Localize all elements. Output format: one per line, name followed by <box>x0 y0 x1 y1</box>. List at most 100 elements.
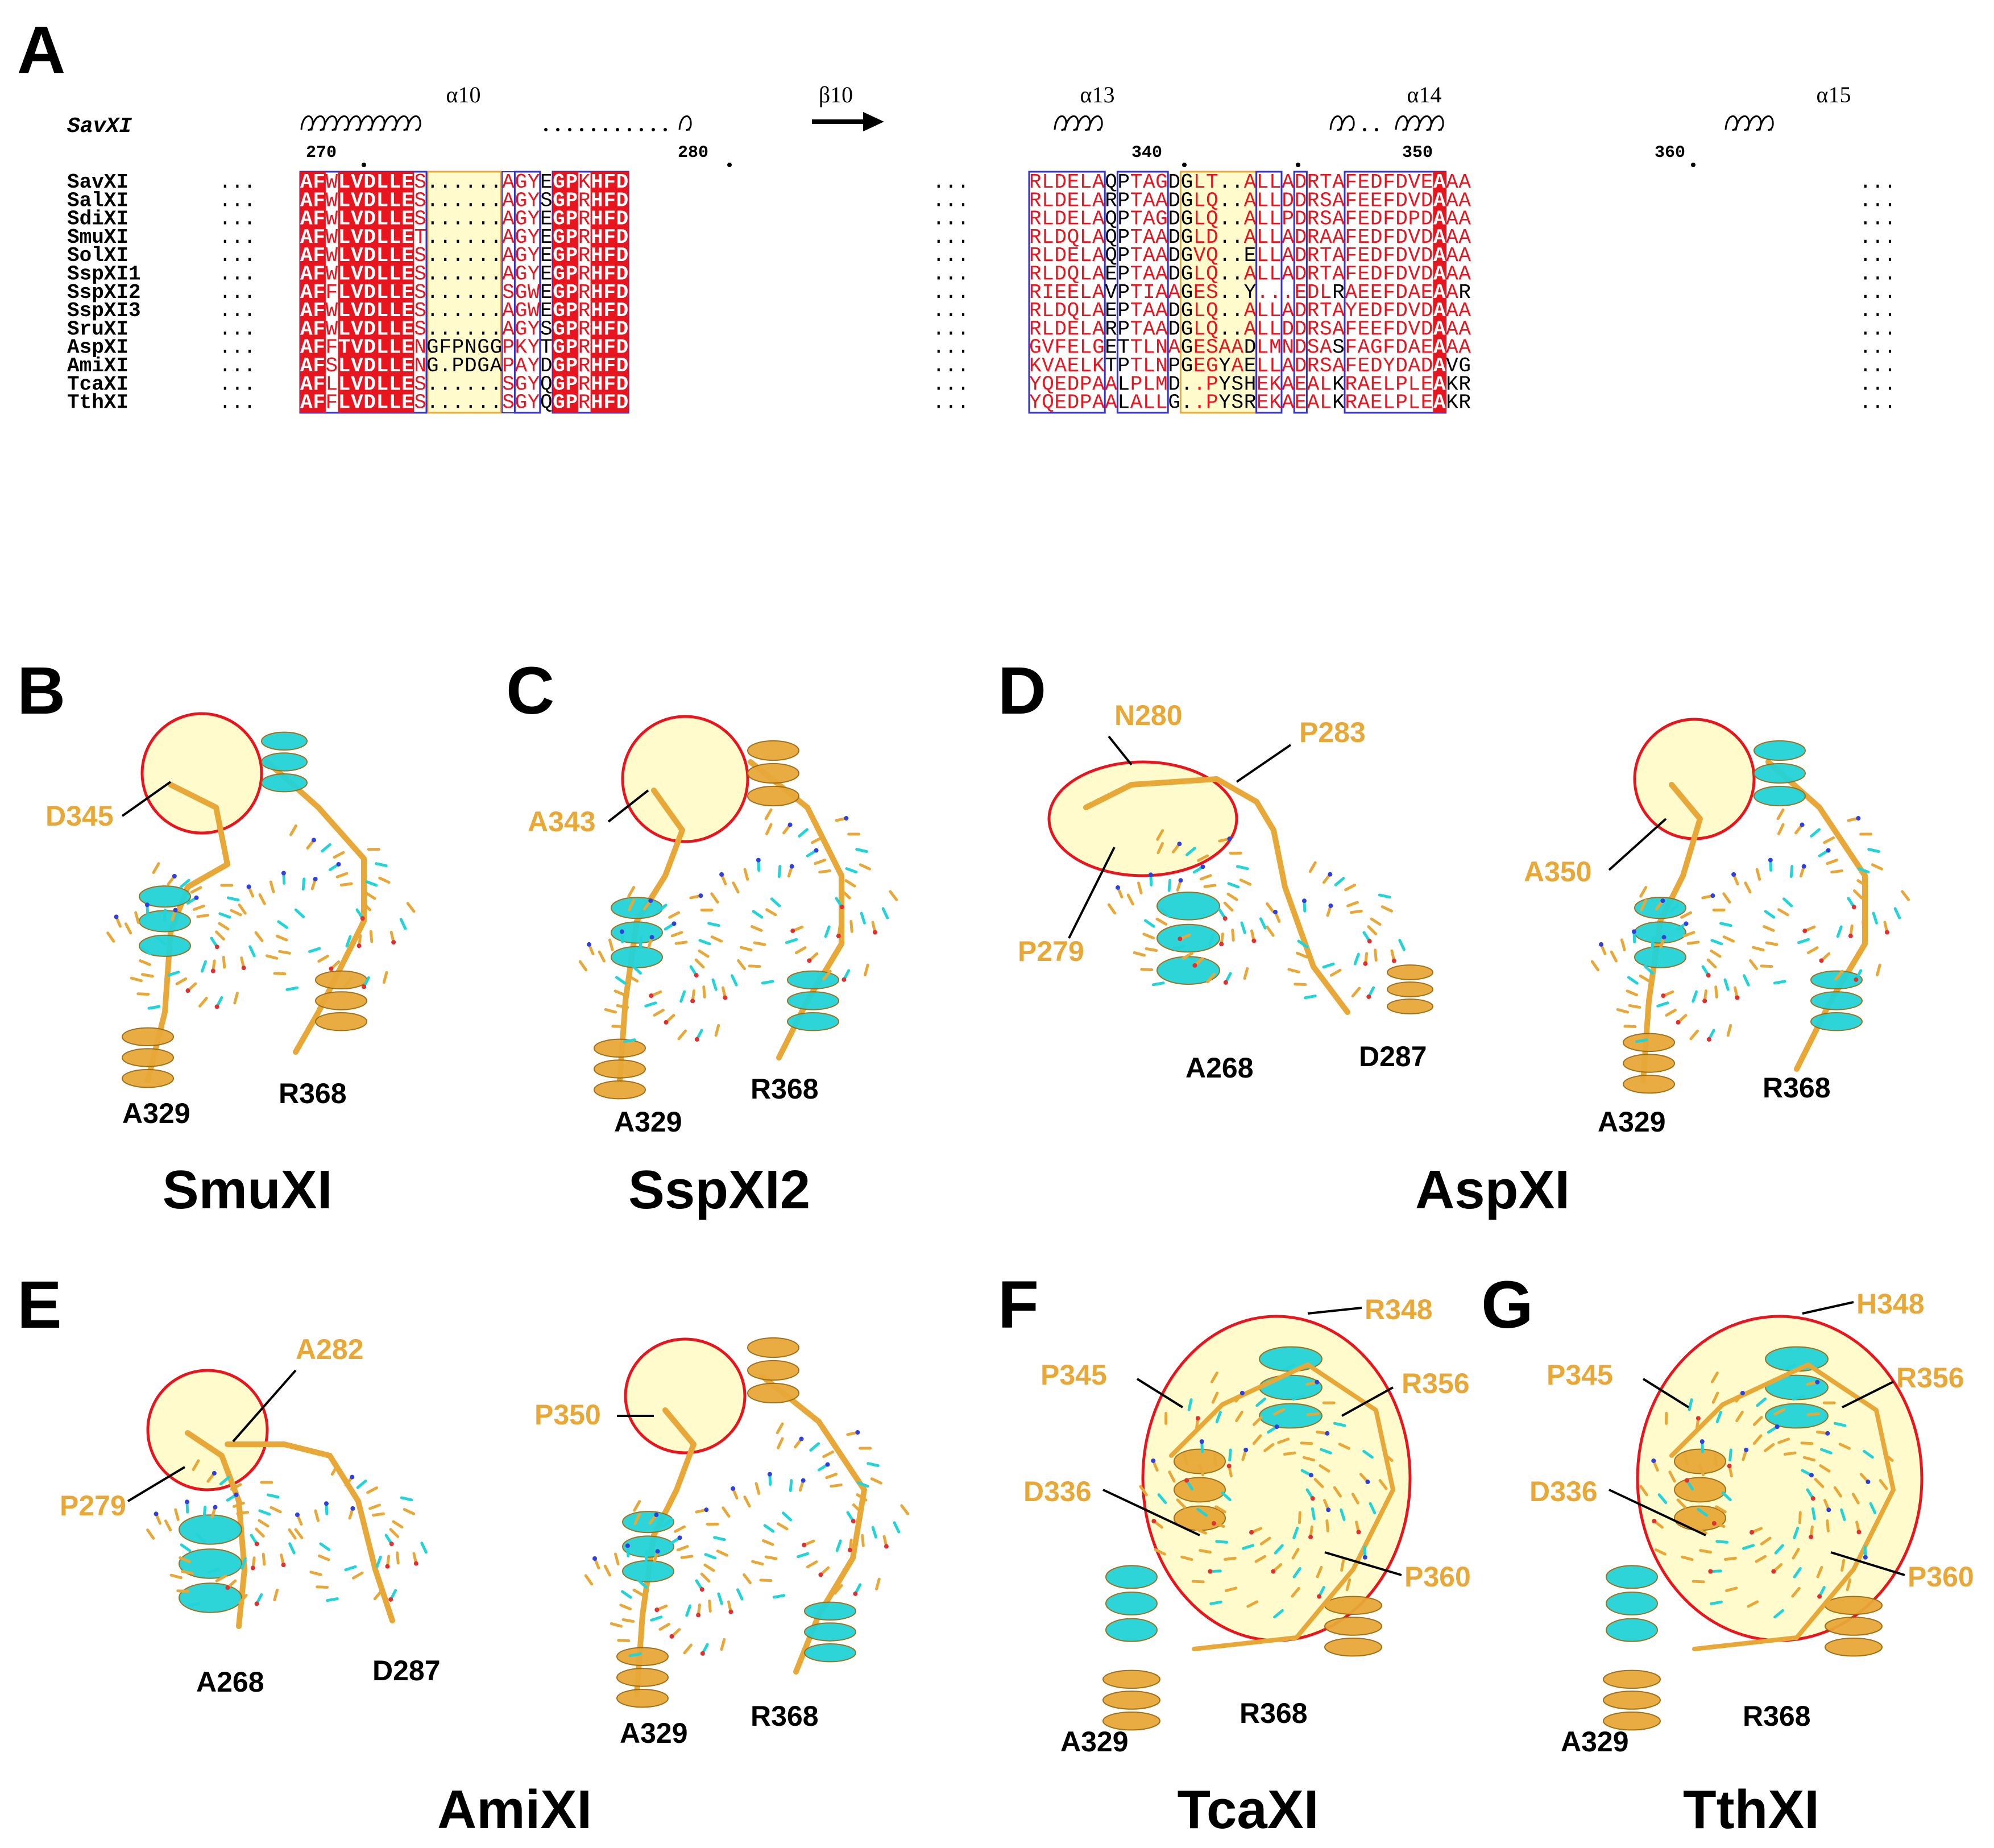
b-sidechains-left-bond <box>130 976 143 983</box>
d-sidechains-right-a-bond <box>1626 989 1639 997</box>
f-sidechains-bond <box>1302 1456 1316 1462</box>
e-helix-2-turn <box>747 1360 799 1381</box>
d-sidechains-right-a-bond <box>1749 959 1759 971</box>
f-sidechains-bond <box>1273 1609 1284 1619</box>
f-helix-3 <box>1105 1565 1158 1642</box>
d-label-n280: N280 <box>1114 699 1183 731</box>
e-sidechains-right-a-atom <box>704 1507 709 1513</box>
e-sidechains-right-a-bond <box>717 1592 723 1605</box>
d-helix-2 <box>1387 964 1433 1014</box>
d-label-p279: P279 <box>1018 935 1084 967</box>
d-sidechains-right-b-bond <box>1826 858 1839 865</box>
d-sidechains-right-a-atom <box>1661 993 1666 998</box>
segment-4: RLDELAQPTAGDGLQ..ALLPDRSAFEDFDPDAAA <box>1029 208 1471 231</box>
d-sidechains-right-b <box>1722 808 1910 985</box>
g-sidechains-bond <box>1819 1464 1831 1473</box>
f-sidechains-bond <box>1198 1464 1205 1477</box>
gap-dots-a10-dot <box>580 128 583 131</box>
segment-2: ...... <box>426 226 502 249</box>
f-sidechains-bond <box>1199 1549 1212 1554</box>
d-sidechains-mid-bond <box>1346 901 1359 908</box>
g-sidechains-bond <box>1710 1600 1723 1605</box>
f-helix-4 <box>1102 1669 1160 1731</box>
e-sidechains-right-a-bond <box>708 1600 712 1613</box>
b-helix-3-turn <box>261 773 308 793</box>
f-sidechains-bond <box>1176 1498 1187 1509</box>
ellipsis-left: ... <box>219 263 256 286</box>
block-seg4c <box>1255 171 1283 414</box>
b-sidechains-left-bond <box>134 911 140 924</box>
g-label-p360: P360 <box>1908 1561 1974 1593</box>
f-leader-r356 <box>1341 1386 1394 1417</box>
f-sidechains-bond <box>1277 1437 1290 1444</box>
ellipsis-left: ... <box>219 336 256 359</box>
f-sidechains-bond <box>1369 1502 1377 1515</box>
segment-2: ...... <box>426 208 502 231</box>
e-helix-5-turn <box>804 1601 856 1621</box>
gap-dots-a10-dot <box>592 128 595 131</box>
segment-3: SGWEGPRHFD <box>502 281 628 304</box>
c-sidechains-right-bond <box>753 941 766 946</box>
conserved-col <box>590 172 604 413</box>
c-sidechains-left-bond <box>627 886 636 898</box>
d-helix-1-turn <box>1156 923 1220 953</box>
f-sidechains-atom <box>1310 1496 1315 1501</box>
e-sidechains-mid-atom <box>350 1474 355 1480</box>
f-helix-3-turn <box>1105 1618 1158 1642</box>
b-sidechains-right-bond <box>335 872 349 879</box>
d-sidechains-mid-atom <box>1328 903 1333 908</box>
g-leader-p345 <box>1642 1378 1690 1408</box>
d-sidechains-left-bond <box>1167 879 1172 892</box>
e-label-a329: A329 <box>620 1717 688 1749</box>
d-sidechains-left-bond <box>1133 951 1146 957</box>
c-helix-4-turn <box>787 991 839 1010</box>
b-helix-4 <box>315 970 367 1031</box>
sequence-name: TcaXI <box>67 372 128 396</box>
ellipsis-mid: ... <box>932 336 969 359</box>
b-sidechains-left-bond <box>140 973 154 978</box>
alignment-row: SalXI...... ...AFWLVDLLES...... AGYSGPRHFD… <box>67 189 1896 212</box>
d-backbone-right-b <box>1765 759 1868 1072</box>
e-sidechains-mid-bond <box>403 1508 416 1515</box>
e-helix-2 <box>747 1337 799 1404</box>
g-helix-2 <box>1674 1448 1726 1531</box>
tick-350: 350 <box>1402 143 1433 163</box>
c-sidechains-right-atom <box>787 822 793 827</box>
c-sidechains-right-atom <box>844 816 849 821</box>
d-helix-2-turn <box>1387 998 1433 1014</box>
g-sidechains-bond <box>1742 1544 1755 1550</box>
d-sidechains-right-a-atom <box>1599 942 1604 947</box>
f-sidechains-bond <box>1252 1434 1262 1445</box>
e-sidechains-left-bond <box>192 1459 200 1471</box>
gap-dots-a10-dot <box>664 128 667 131</box>
b-sidechains-left-bond <box>200 960 208 973</box>
e-sidechains-right-b-atom <box>853 1591 858 1596</box>
c-sidechains-left-bond <box>631 964 642 975</box>
g-sidechains-bond <box>1676 1498 1687 1509</box>
conserved-col <box>1433 172 1446 413</box>
e-sidechains-right-a-atom <box>592 1556 598 1561</box>
e-label-p350: P350 <box>534 1399 601 1431</box>
e-sidechains-right-a-bond <box>674 1525 686 1533</box>
b-sidechains-right-bond <box>339 882 353 887</box>
e-sidechains-left-atom <box>154 1511 159 1516</box>
f-sidechains-bond <box>1221 1491 1232 1502</box>
conserved-col <box>300 172 313 413</box>
e-sidechains-mid-bond <box>400 1496 413 1502</box>
f-sidechains-bond <box>1333 1422 1346 1427</box>
d-sidechains-right-b-bond <box>1876 963 1881 976</box>
d-sidechains-right-a-atom <box>1661 935 1666 940</box>
c-sidechains-right-bond <box>761 980 774 985</box>
tick-360: 360 <box>1655 143 1685 163</box>
ss-alpha14: α14 <box>1407 82 1442 107</box>
b-sidechains-left-atom <box>210 968 215 973</box>
d-sidechains-left-atom <box>1251 938 1257 943</box>
b-sidechains-right-bond <box>375 862 388 868</box>
d-sidechains-right-b-atom <box>1851 905 1856 910</box>
g-sidechains-bond <box>1681 1555 1694 1561</box>
f-sidechains-bond <box>1362 1449 1374 1459</box>
g-sidechains-atom <box>1866 1480 1871 1485</box>
d-sidechains-mid-atom <box>1328 872 1333 877</box>
d-sidechains-right-b-bond <box>1867 848 1880 853</box>
e-sidechains-right-a-bond <box>632 1588 645 1597</box>
